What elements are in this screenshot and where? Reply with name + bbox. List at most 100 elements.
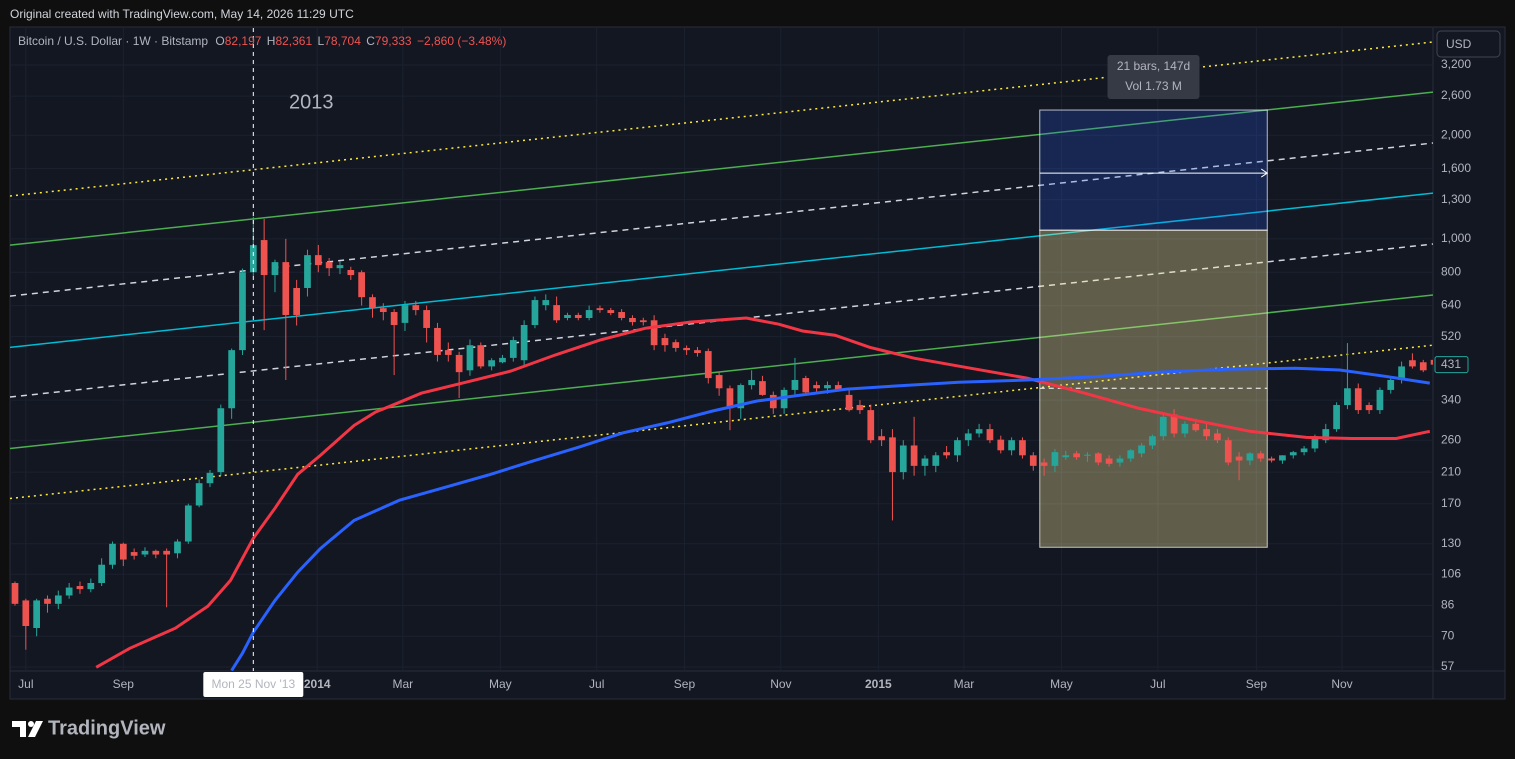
y-tick-label: 106 xyxy=(1441,566,1461,580)
candle-body xyxy=(228,350,235,409)
chart-frame xyxy=(9,26,1506,700)
x-tick-label: 2015 xyxy=(865,677,892,691)
candle-body xyxy=(434,327,441,355)
candle-body xyxy=(163,550,171,555)
candle-body xyxy=(542,300,550,306)
candle-body xyxy=(130,552,138,556)
candle-body xyxy=(1073,453,1080,458)
candle-body xyxy=(1300,448,1308,453)
candle-body xyxy=(249,245,257,273)
y-tick-label: 130 xyxy=(1441,536,1461,550)
candle-body xyxy=(975,429,983,434)
ohlc-label: L xyxy=(318,34,325,48)
candle-body xyxy=(1235,456,1243,461)
candle-body xyxy=(152,550,160,555)
x-tick-label: Jul xyxy=(589,677,604,691)
trend-line xyxy=(10,91,1433,246)
candle-body xyxy=(466,345,474,371)
tooltip-text: Vol 1.73 M xyxy=(1125,79,1182,93)
candle-body xyxy=(260,240,268,276)
ohlc-value: 82,361 xyxy=(275,34,312,48)
ohlc-value: 79,333 xyxy=(375,34,412,48)
x-tick-label: Sep xyxy=(1246,677,1268,691)
y-tick-label: 800 xyxy=(1441,264,1461,278)
x-tick-label: Sep xyxy=(113,677,135,691)
candle-body xyxy=(531,300,539,325)
x-tick-label: 2014 xyxy=(304,677,331,691)
candle-body xyxy=(964,433,972,441)
candle-body xyxy=(1214,433,1221,441)
candle-body xyxy=(336,265,344,269)
candle-body xyxy=(834,385,842,390)
candle-body xyxy=(1094,453,1102,463)
candle-body xyxy=(369,297,376,309)
candle-body xyxy=(650,320,658,346)
candle-body xyxy=(98,564,106,584)
candle-body xyxy=(639,320,647,323)
candle-body xyxy=(564,314,571,318)
candle-body xyxy=(661,338,669,346)
candle-body xyxy=(1029,455,1037,466)
overlay: 57 70 86 106 130 170 210 260 340 520 640 800 1,000 1,… xyxy=(18,28,1471,697)
candle-body xyxy=(217,408,225,473)
range-arrow-head xyxy=(1260,168,1269,178)
crosshair-label-box xyxy=(203,672,304,697)
candle-body xyxy=(119,543,127,560)
y-tick-label: 57 xyxy=(1441,659,1455,673)
trend-line xyxy=(10,142,1433,297)
currency[interactable]: USD xyxy=(1446,37,1472,51)
y-tick-label: 3,200 xyxy=(1441,57,1471,71)
candle-body xyxy=(1224,440,1232,463)
candle-body xyxy=(1419,362,1427,371)
candle-body xyxy=(293,287,300,315)
candle-body xyxy=(390,312,398,325)
candle-body xyxy=(1365,405,1373,411)
candle-body xyxy=(1203,429,1210,437)
candle-body xyxy=(141,550,149,555)
y-tick-label: 210 xyxy=(1441,464,1461,478)
candle-body xyxy=(791,379,799,390)
candle-body xyxy=(737,385,745,409)
candle-body xyxy=(65,587,73,596)
candle-body xyxy=(1149,436,1156,446)
candle-body xyxy=(802,378,810,393)
crosshair-label: Mon 25 Nov '13 xyxy=(211,677,295,691)
grid xyxy=(10,28,1433,671)
candle-body xyxy=(813,385,820,389)
candle-body xyxy=(1257,453,1265,459)
candle-body xyxy=(1008,440,1015,451)
candle-body xyxy=(748,379,755,386)
candle-body xyxy=(997,439,1005,451)
y-tick-label: 170 xyxy=(1441,496,1461,510)
candle-body xyxy=(1344,388,1351,406)
change: −2,860 (−3.48%) xyxy=(417,34,506,48)
candle-body xyxy=(672,342,680,348)
candle-body xyxy=(1289,452,1297,456)
candle-body xyxy=(1409,360,1416,367)
candle-body xyxy=(347,270,355,276)
candle-body xyxy=(1019,440,1026,456)
x-tick-label: Jul xyxy=(18,677,33,691)
candle-body xyxy=(1051,452,1059,466)
candle-body xyxy=(954,440,961,456)
candle-body xyxy=(1246,453,1254,461)
trend-line xyxy=(10,294,1433,450)
candle-body xyxy=(195,483,203,506)
x-tick-label: Mar xyxy=(392,677,413,691)
candle-body xyxy=(618,312,625,318)
candle-body xyxy=(704,351,712,379)
y-tick-label: 1,300 xyxy=(1441,192,1471,206)
candle-body xyxy=(423,310,430,328)
candle-body xyxy=(109,543,116,565)
candle-body xyxy=(282,262,290,315)
candle-body xyxy=(715,375,723,389)
candle-body xyxy=(1268,458,1275,461)
currency-button[interactable] xyxy=(1436,30,1501,58)
ohlc-value: 78,704 xyxy=(324,34,361,48)
candle-body xyxy=(889,437,896,473)
moving-average xyxy=(230,366,1431,671)
candle-body xyxy=(1279,455,1286,461)
candle-body xyxy=(455,354,463,373)
candle-body xyxy=(899,445,907,473)
